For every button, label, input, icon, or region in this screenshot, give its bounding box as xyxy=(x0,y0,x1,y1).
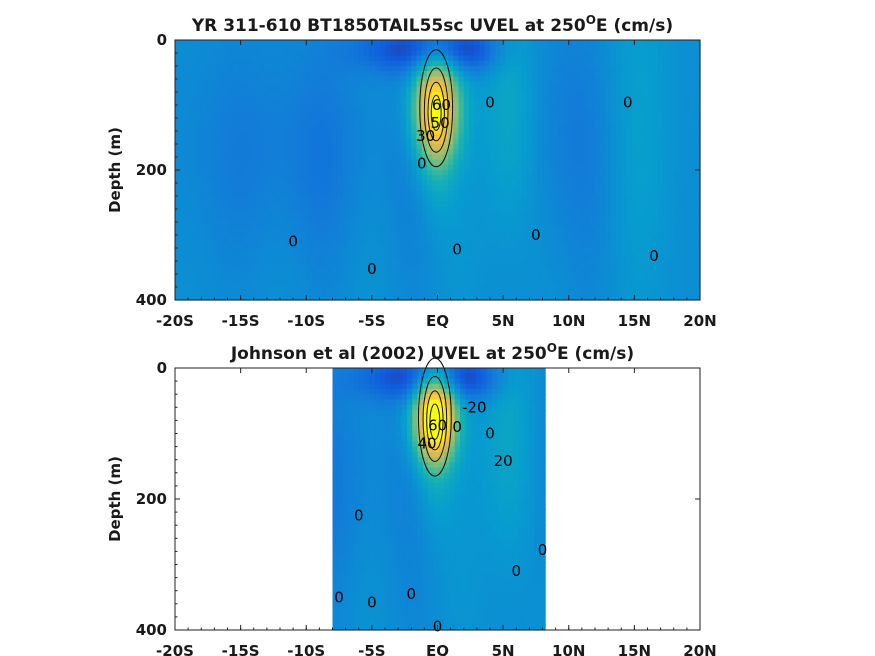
y-tick-label: 200 xyxy=(136,490,167,508)
contour-lines xyxy=(417,357,452,477)
contour-label: -20 xyxy=(462,398,487,416)
chart-title: Johnson et al (2002) UVEL at 250OE (cm/s… xyxy=(230,341,634,364)
contour-label: 0 xyxy=(511,562,521,580)
x-tick-label: EQ xyxy=(426,312,449,330)
x-tick-label: 5N xyxy=(492,642,515,656)
contour-line xyxy=(417,357,452,477)
y-tick-label: 0 xyxy=(157,359,167,377)
contour-label: 0 xyxy=(334,588,344,606)
x-tick-label: -10S xyxy=(287,312,325,330)
x-tick-label: -15S xyxy=(222,312,260,330)
contour-label: 0 xyxy=(531,226,541,244)
y-tick-label: 200 xyxy=(136,161,167,179)
x-tick-label: 15N xyxy=(618,312,651,330)
y-tick-label: 400 xyxy=(136,291,167,309)
contour-line xyxy=(422,376,448,462)
x-tick-label: -5S xyxy=(358,642,385,656)
contour-line xyxy=(430,94,442,131)
contour-line xyxy=(423,67,449,153)
x-tick-label: 20N xyxy=(683,312,716,330)
contour-label: 60 xyxy=(428,417,447,435)
x-tick-label: -5S xyxy=(358,312,385,330)
y-axis-label: Depth (m) xyxy=(106,456,124,542)
contour-label: 50 xyxy=(431,114,450,132)
contour-label: 0 xyxy=(354,506,364,524)
chart-title: YR 311-610 BT1850TAIL55sc UVEL at 250OE … xyxy=(191,13,673,36)
color-field xyxy=(332,368,546,631)
contour-label: 0 xyxy=(452,418,462,436)
contour-lines xyxy=(419,49,454,168)
contour-line xyxy=(427,81,445,142)
x-tick-label: -10S xyxy=(287,642,325,656)
color-field xyxy=(175,40,701,301)
contour-label: 20 xyxy=(494,452,513,470)
x-tick-label: -15S xyxy=(222,642,260,656)
contour-label: 0 xyxy=(417,155,427,173)
x-tick-label: -20S xyxy=(156,642,194,656)
x-tick-label: 15N xyxy=(618,642,651,656)
x-tick-label: 20N xyxy=(683,642,716,656)
y-tick-label: 0 xyxy=(157,31,167,49)
contour-line xyxy=(426,390,444,451)
contour-label: 0 xyxy=(288,233,298,251)
x-tick-label: 10N xyxy=(552,312,585,330)
contour-line xyxy=(429,403,441,440)
contour-label: 0 xyxy=(649,247,659,265)
contour-label: 60 xyxy=(432,96,451,114)
contour-label: 0 xyxy=(452,240,462,258)
contour-label: 0 xyxy=(623,93,633,111)
contour-label: 0 xyxy=(367,593,377,611)
contour-label: 30 xyxy=(416,127,435,145)
contour-label: 40 xyxy=(417,434,436,452)
x-tick-label: EQ xyxy=(426,642,449,656)
x-tick-label: 10N xyxy=(552,642,585,656)
x-tick-label: 5N xyxy=(492,312,515,330)
x-tick-label: -20S xyxy=(156,312,194,330)
contour-label: 0 xyxy=(367,260,377,278)
y-axis-label: Depth (m) xyxy=(106,127,124,213)
contour-label: 0 xyxy=(406,585,416,603)
contour-label: 0 xyxy=(538,541,548,559)
y-tick-label: 400 xyxy=(136,621,167,639)
contour-label: 0 xyxy=(485,93,495,111)
contour-line xyxy=(419,49,454,168)
contour-label: 0 xyxy=(485,425,495,443)
